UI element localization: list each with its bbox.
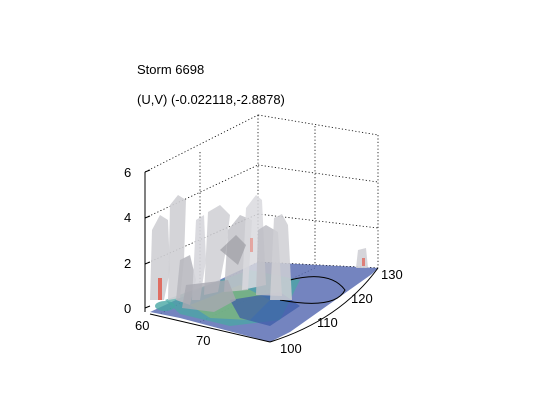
figure-title: Storm 6698 — [137, 62, 205, 77]
isosurface — [150, 195, 368, 312]
x-tick-label: 70 — [196, 333, 211, 348]
velocity-label: (U,V) (-0.022118,-2.8878) — [137, 92, 285, 107]
y-axis-arc — [269, 267, 379, 343]
z-axis-ticks-marks — [144, 169, 151, 309]
z-tick-label: 2 — [124, 256, 132, 271]
x-tick-label: 60 — [135, 318, 150, 333]
boundary-curve — [279, 276, 346, 304]
z-tick-label: 6 — [124, 165, 132, 180]
z-tick-label: 0 — [124, 301, 132, 316]
y-tick-label: 130 — [381, 267, 403, 282]
z-tick-label: 4 — [124, 210, 132, 225]
y-tick-label: 110 — [317, 315, 338, 330]
y-tick-label: 120 — [351, 291, 373, 306]
y-tick-label: 100 — [280, 341, 302, 356]
x-axis-line — [149, 313, 271, 343]
